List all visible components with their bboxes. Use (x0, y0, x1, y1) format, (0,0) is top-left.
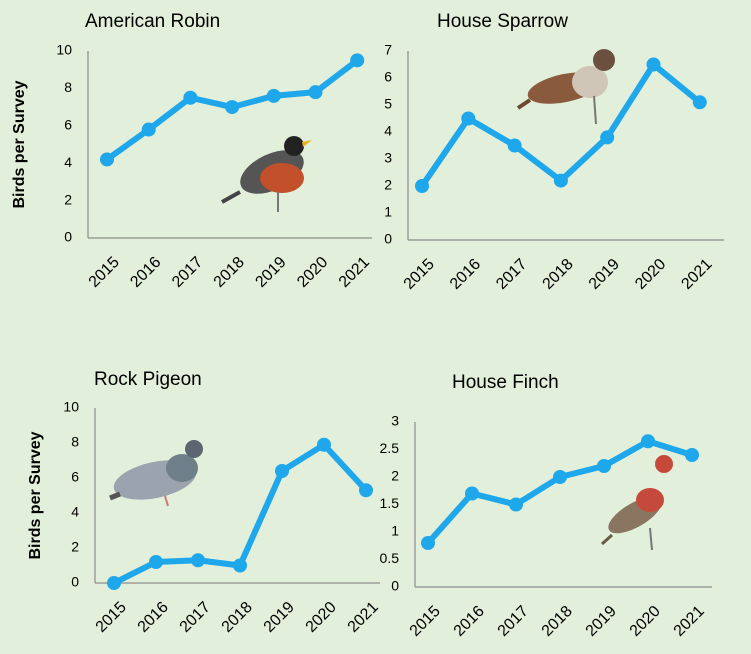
y-tick-label: 8 (64, 79, 72, 95)
pigeon-illustration (109, 440, 203, 507)
data-point (597, 459, 611, 473)
data-point (275, 464, 289, 478)
chart-title: House Finch (452, 372, 559, 393)
x-tick-label: 2019 (261, 599, 298, 636)
y-tick-label: 6 (384, 69, 392, 85)
data-point (183, 90, 198, 105)
y-tick-label: 1 (391, 523, 399, 539)
x-tick-label: 2021 (336, 254, 373, 291)
y-tick-label: 2.5 (380, 440, 400, 456)
robin-illustration (221, 136, 312, 212)
y-tick-label: 0 (391, 578, 399, 594)
finch-illustration (600, 455, 673, 551)
data-point (553, 470, 567, 484)
y-tick-label: 8 (71, 434, 79, 450)
x-tick-label: 2020 (627, 603, 664, 640)
data-point (646, 57, 661, 72)
y-tick-label: 2 (391, 468, 399, 484)
y-tick-label: 0 (64, 229, 72, 245)
data-point (100, 152, 114, 167)
y-tick-label: 4 (384, 123, 392, 139)
y-tick-label: 3 (384, 150, 392, 166)
data-point (107, 576, 121, 590)
x-tick-label: 2018 (539, 603, 576, 640)
y-tick-label: 7 (384, 42, 392, 58)
x-tick-label: 2021 (345, 599, 382, 636)
y-axis-label: Birds per Survey (11, 80, 28, 208)
data-point (692, 95, 707, 110)
x-tick-label: 2016 (451, 603, 488, 640)
y-tick-label: 4 (64, 154, 72, 170)
data-point (233, 558, 247, 573)
y-tick-label: 6 (64, 117, 72, 133)
data-point (465, 486, 479, 501)
y-tick-label: 2 (384, 177, 392, 193)
data-point (266, 88, 281, 103)
x-tick-label: 2019 (252, 254, 289, 291)
data-point (421, 536, 435, 550)
x-tick-label: 2015 (86, 254, 123, 291)
x-tick-label: 2018 (211, 254, 248, 291)
data-point (685, 448, 699, 462)
data-point (507, 138, 522, 153)
data-point (461, 111, 476, 126)
y-axis-label: Birds per Survey (27, 431, 44, 559)
y-tick-label: 0 (384, 231, 392, 247)
x-tick-label: 2021 (671, 603, 708, 640)
data-point (553, 173, 568, 188)
chart-title: Rock Pigeon (94, 369, 202, 390)
y-tick-label: 2 (71, 539, 79, 555)
x-tick-label: 2020 (294, 254, 331, 291)
chart-title: American Robin (85, 11, 220, 32)
x-tick-label: 2019 (586, 256, 623, 293)
x-tick-label: 2017 (177, 599, 214, 636)
y-tick-label: 10 (63, 399, 79, 415)
data-point (191, 553, 205, 568)
y-tick-label: 0.5 (380, 550, 400, 566)
x-tick-label: 2015 (407, 603, 444, 640)
x-tick-label: 2015 (401, 256, 438, 293)
data-point (225, 100, 240, 115)
data-point (359, 483, 373, 498)
y-tick-label: 2 (64, 191, 72, 207)
data-point (509, 497, 523, 512)
data-point (415, 179, 429, 193)
y-tick-label: 5 (384, 96, 392, 112)
y-tick-label: 3 (391, 413, 399, 429)
x-tick-label: 2018 (540, 256, 577, 293)
data-point (350, 53, 365, 68)
x-tick-label: 2015 (93, 599, 130, 636)
data-point (149, 555, 163, 569)
x-tick-label: 2017 (495, 603, 532, 640)
x-tick-label: 2021 (678, 256, 715, 293)
x-tick-label: 2016 (135, 599, 172, 636)
y-tick-label: 1.5 (380, 495, 400, 511)
x-tick-label: 2017 (493, 256, 530, 293)
y-tick-label: 0 (71, 574, 79, 590)
x-tick-label: 2019 (583, 603, 620, 640)
x-tick-label: 2020 (632, 256, 669, 293)
y-tick-label: 4 (71, 504, 79, 520)
data-point (141, 122, 156, 137)
chart-title: House Sparrow (437, 11, 568, 32)
data-point (600, 130, 615, 145)
data-point (308, 85, 323, 100)
y-tick-label: 6 (71, 469, 79, 485)
y-tick-label: 10 (56, 42, 72, 58)
x-tick-label: 2017 (169, 254, 206, 291)
x-tick-label: 2016 (127, 254, 164, 291)
x-tick-label: 2020 (303, 599, 340, 636)
sparrow-illustration (516, 49, 615, 125)
y-tick-label: 1 (384, 204, 392, 220)
data-point (641, 434, 655, 449)
x-tick-label: 2016 (447, 256, 484, 293)
x-tick-label: 2018 (219, 599, 256, 636)
data-point (317, 437, 331, 452)
